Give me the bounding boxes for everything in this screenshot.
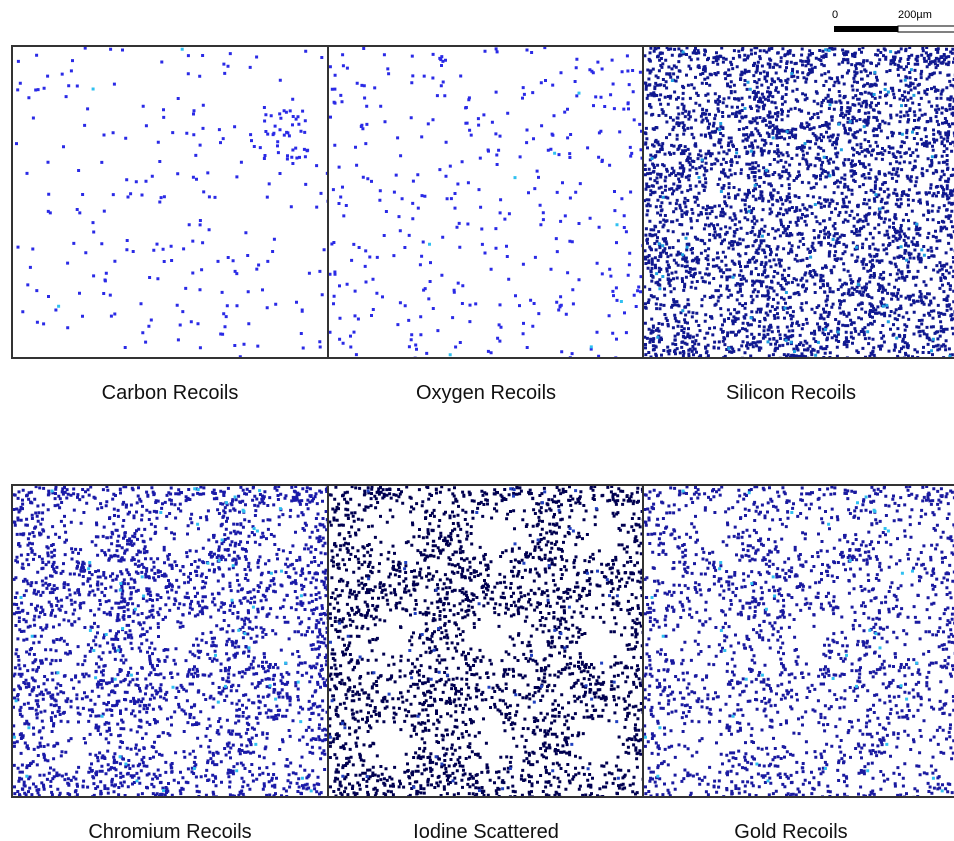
map-panel <box>12 485 331 800</box>
map-panel <box>328 485 647 800</box>
map-background <box>12 46 328 358</box>
map-panel <box>643 485 954 800</box>
map-background <box>643 485 954 797</box>
map-panel <box>643 46 954 361</box>
scale-bar-dark <box>834 26 898 32</box>
panel-label: Chromium Recoils <box>88 821 251 841</box>
panel-label: Gold Recoils <box>734 821 847 841</box>
panel-label: Iodine Scattered <box>413 821 559 841</box>
panel-label: Carbon Recoils <box>102 382 239 404</box>
map-panel <box>12 46 330 360</box>
map-panel <box>328 46 644 361</box>
scale-start: 0 <box>832 9 838 21</box>
figure: 0 200µm Carbon Recoils Oxygen Recoils Sili… <box>0 0 954 841</box>
scale-bar-light <box>898 26 954 32</box>
map-background <box>328 46 644 358</box>
panel-label: Silicon Recoils <box>726 382 856 404</box>
panel-label: Oxygen Recoils <box>416 382 556 404</box>
scale-end: 200µm <box>898 9 932 21</box>
scale-bar: 0 200µm <box>832 9 954 32</box>
